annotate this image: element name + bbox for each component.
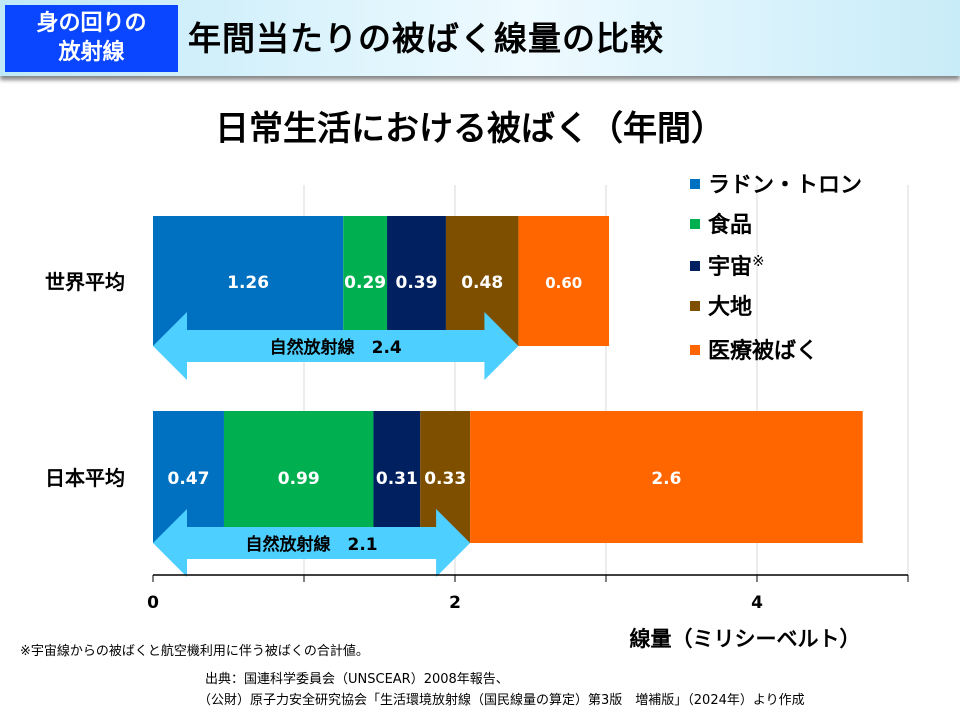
tag-line2: 放射線 [58, 40, 125, 65]
data-label: 0.48 [461, 273, 503, 293]
category-label: 世界平均 [45, 270, 125, 294]
bar-segment [343, 216, 388, 346]
x-tick-label: 2 [449, 593, 461, 613]
source-line2: （公財）原子力安全研究協会「生活環境放射線（国民線量の算定）第3版 増補版」（2… [198, 693, 805, 708]
bar-segment [445, 216, 519, 346]
tag-line1: 身の回りの [36, 11, 147, 36]
data-label: 0.29 [344, 273, 386, 293]
legend-swatch [690, 301, 700, 311]
natural-radiation-arrow [153, 312, 519, 380]
data-label: 0.99 [278, 469, 320, 489]
x-axis-label: 線量（ミリシーベルト） [630, 627, 861, 651]
legend-swatch [690, 261, 700, 271]
x-tick-label: 4 [751, 593, 763, 613]
bar-segment [373, 411, 421, 543]
data-label: 0.33 [424, 469, 466, 489]
bar-segment [387, 216, 446, 346]
data-label: 0.47 [168, 469, 210, 489]
x-tick-label: 0 [147, 593, 159, 613]
legend-swatch [690, 219, 700, 229]
legend-label: ラドン・トロン [708, 173, 862, 198]
natural-radiation-arrow [153, 509, 471, 577]
bar-segment [223, 411, 374, 543]
legend-label: 大地 [708, 295, 752, 320]
bar-segment [470, 411, 863, 543]
section-tag: 身の回りの 放射線 [5, 5, 178, 72]
data-label: 2.6 [651, 469, 681, 489]
arrow-label: 自然放射線 2.4 [270, 337, 402, 358]
legend-label: 医療被ばく [708, 338, 818, 364]
legend-label: 食品 [708, 212, 752, 238]
bar-segment [153, 411, 224, 543]
header-band: 身の回りの 放射線 年間当たりの被ばく線量の比較 [0, 0, 960, 76]
category-label: 日本平均 [45, 466, 125, 490]
source-line1: 出典：国連科学委員会（UNSCEAR）2008年報告、 [205, 672, 509, 687]
data-label: 1.26 [227, 273, 269, 293]
arrow-label: 自然放射線 2.1 [245, 534, 377, 555]
data-label: 0.39 [396, 273, 438, 293]
footnote: ※宇宙線からの被ばくと航空機利用に伴う被ばくの合計値。 [20, 644, 369, 659]
legend-swatch [690, 179, 700, 189]
page-title: 年間当たりの被ばく線量の比較 [188, 19, 664, 58]
bar-segment [518, 216, 610, 346]
chart-title: 日常生活における被ばく（年間） [215, 109, 725, 149]
data-label: 0.60 [545, 274, 582, 292]
data-label: 0.31 [376, 469, 418, 489]
legend-label: 宇宙※ [708, 252, 765, 280]
legend-swatch [690, 345, 700, 355]
